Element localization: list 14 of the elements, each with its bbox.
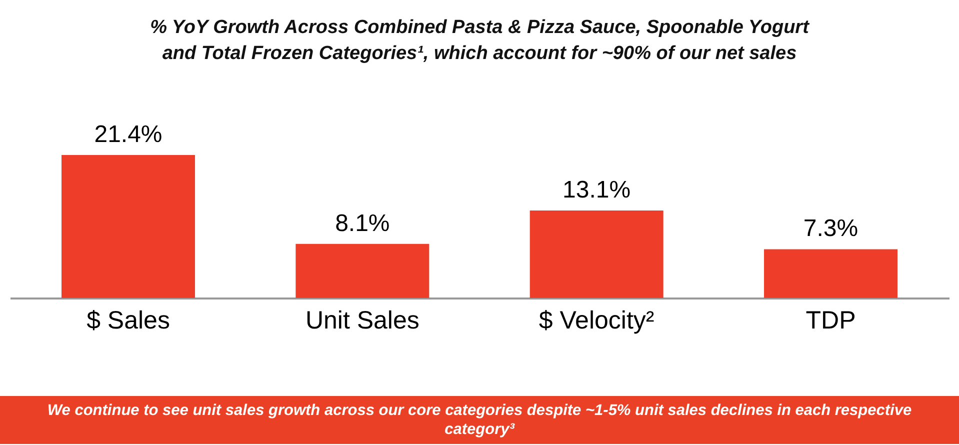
data-label: 13.1% <box>562 176 631 204</box>
text: We continue to see unit sales growth across our core categories despite ~1-5% unit sales declines in each respective category³ <box>0 396 959 444</box>
x-tick-label: Unit Sales <box>305 306 420 334</box>
data-label: 21.4% <box>94 121 162 148</box>
bar <box>530 210 664 298</box>
bar <box>296 244 430 298</box>
data-label: 8.1% <box>335 210 390 237</box>
x-tick-label: $ Velocity² <box>538 306 654 334</box>
chart-title: % YoY Growth Across Combined Pasta & Pizza Sauce, Spoonable Yogurt and Total Frozen Categories¹, which account for ~90% of our net sales <box>150 17 810 64</box>
bar <box>764 249 898 298</box>
data-label: 7.3% <box>803 215 858 242</box>
x-tick-label: TDP <box>806 306 856 334</box>
bar <box>62 155 195 298</box>
x-tick-label: $ Sales <box>86 306 170 334</box>
